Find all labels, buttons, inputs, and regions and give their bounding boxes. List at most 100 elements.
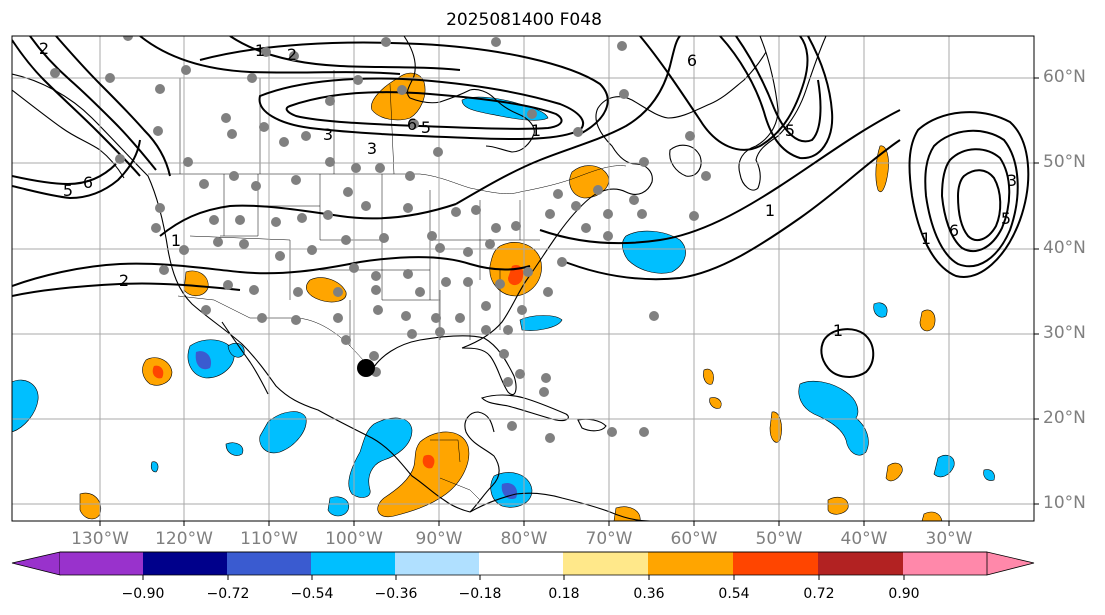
colorbar-right-extension xyxy=(986,551,1035,576)
colorbar-tick-label: 0.72 xyxy=(803,586,835,602)
anomaly-area xyxy=(709,397,722,409)
contour-label: 3 xyxy=(323,125,333,144)
contour-line xyxy=(29,36,157,171)
lon-label: 80°W xyxy=(500,529,548,549)
colorbar-segment xyxy=(903,552,987,575)
contour-line xyxy=(12,282,241,297)
lon-label: 120°W xyxy=(155,529,213,549)
anomaly-area xyxy=(703,368,714,385)
anomaly-area xyxy=(259,411,307,454)
contour-label: 6 xyxy=(83,173,93,192)
contour-line xyxy=(908,111,1030,278)
contour-line xyxy=(559,139,901,281)
anomaly-area xyxy=(377,431,470,518)
anomaly-area xyxy=(875,145,889,192)
anomaly-area xyxy=(921,511,943,521)
contour-line xyxy=(820,328,875,378)
lon-label: 70°W xyxy=(585,529,633,549)
anomaly-area xyxy=(183,270,209,297)
contour-line xyxy=(139,36,401,75)
lon-label: 110°W xyxy=(240,529,298,549)
contour-label: 5 xyxy=(1001,209,1011,228)
anomaly-area xyxy=(919,309,936,332)
contour-line xyxy=(55,36,171,177)
colorbar-tick-label: 0.90 xyxy=(888,586,920,602)
contour-line xyxy=(735,36,822,143)
anomaly-area xyxy=(327,496,350,517)
anomaly-area xyxy=(371,72,426,121)
contour-label: 1 xyxy=(833,321,843,340)
anomaly-area xyxy=(885,462,903,482)
contour-label: 5 xyxy=(785,121,795,140)
colorbar-tick-label: 0.18 xyxy=(548,586,580,602)
contour-label: 1 xyxy=(765,201,775,220)
colorbar-segment xyxy=(563,552,649,575)
colorbar-left-extension xyxy=(11,551,61,576)
contour-line xyxy=(285,91,563,130)
colorbar-segment xyxy=(60,552,144,575)
negative-anomaly-areas xyxy=(12,96,995,517)
highlight-station-marker xyxy=(357,359,375,377)
anomaly-area xyxy=(798,380,869,456)
anomaly-area xyxy=(873,302,888,318)
contour-label: 2 xyxy=(287,45,297,64)
us-canada-border xyxy=(148,165,627,194)
lon-label: 30°W xyxy=(925,529,973,549)
lat-label: 40°N xyxy=(1043,238,1086,258)
colorbar-segment xyxy=(311,552,396,575)
contour-label: 1 xyxy=(531,121,541,140)
colorbar-segment xyxy=(648,552,734,575)
axis-ticks xyxy=(99,77,1039,526)
contour-label: 3 xyxy=(1007,171,1017,190)
lon-label: 90°W xyxy=(415,529,463,549)
anomaly-area xyxy=(519,315,563,331)
lon-label: 60°W xyxy=(670,529,718,549)
colorbar xyxy=(11,551,1035,580)
lat-label: 30°N xyxy=(1043,323,1086,343)
contour-line xyxy=(719,36,834,160)
colorbar-tick-label: −0.36 xyxy=(374,586,418,602)
contour-line xyxy=(12,256,531,287)
lat-label: 50°N xyxy=(1043,152,1086,172)
lon-label: 100°W xyxy=(325,529,383,549)
contour-label: 1 xyxy=(921,229,931,248)
colorbar-tick-label: 0.36 xyxy=(633,586,665,602)
contour-line xyxy=(940,148,1011,253)
colorbar-segment xyxy=(818,552,904,575)
north-america-coast xyxy=(12,51,767,513)
colorbar-tick-label: −0.18 xyxy=(458,586,502,602)
colorbar-tick-label: −0.72 xyxy=(206,586,250,602)
anomaly-area xyxy=(983,469,995,481)
contour-line xyxy=(539,109,901,245)
anomaly-area xyxy=(195,351,212,370)
contour-label: 5 xyxy=(63,181,73,200)
lat-label: 60°N xyxy=(1043,67,1086,87)
contour-line xyxy=(455,36,681,205)
positive-anomaly-areas xyxy=(79,72,943,521)
coastlines xyxy=(12,36,827,521)
map-title: 2025081400 F048 xyxy=(446,10,602,30)
contour-line xyxy=(199,41,609,135)
contour-label: 6 xyxy=(687,51,697,70)
anomaly-area xyxy=(422,454,435,469)
contour-label: 2 xyxy=(119,271,129,290)
anomaly-area xyxy=(613,506,641,521)
anomaly-area xyxy=(348,417,413,498)
hudson-bay-coast xyxy=(403,36,535,153)
colorbar-tick-label: 0.54 xyxy=(718,586,750,602)
lon-label: 50°W xyxy=(755,529,803,549)
contour-line xyxy=(12,39,141,177)
greenland-coast xyxy=(738,36,827,191)
contour-line xyxy=(229,36,461,71)
colorbar-tick-label: −0.54 xyxy=(290,586,334,602)
contour-line xyxy=(12,139,141,200)
colorbar-segment xyxy=(227,552,312,575)
anomaly-area xyxy=(461,96,549,121)
contour-label: 1 xyxy=(255,41,265,60)
anomaly-area xyxy=(150,461,159,473)
station-markers xyxy=(50,36,711,443)
contour-line xyxy=(956,169,1002,242)
contour-label-group: 1 2 3 5 6 1 2 3 6 5 1 2 1 3 5 6 1 1 5 6 xyxy=(39,39,1017,340)
contour-label: 1 xyxy=(171,231,181,250)
